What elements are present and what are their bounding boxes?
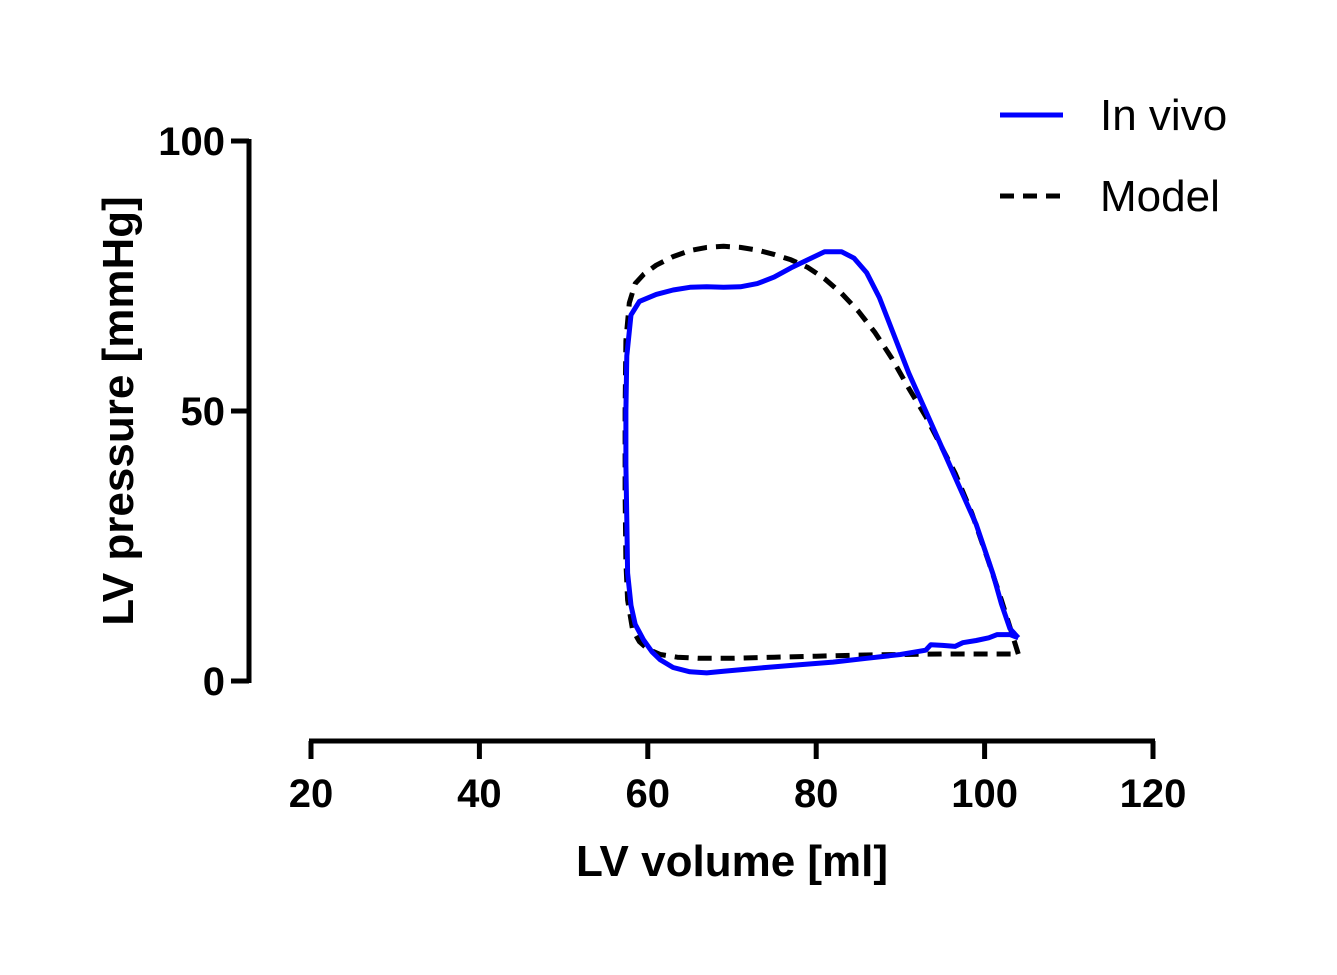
plot-area bbox=[622, 243, 1021, 676]
x-tick-label: 100 bbox=[951, 772, 1018, 816]
y-tick-label: 100 bbox=[158, 120, 225, 164]
axes: 20 40 60 80 100 120 0 50 100 bbox=[158, 120, 1186, 816]
x-tick-label: 40 bbox=[457, 772, 502, 816]
y-tick-label: 0 bbox=[203, 660, 225, 704]
series-line-model bbox=[622, 243, 1021, 661]
x-tick-label: 60 bbox=[626, 772, 671, 816]
series-line-in-vivo bbox=[623, 249, 1021, 676]
legend: In vivo Model bbox=[1000, 91, 1227, 221]
x-axis-title: LV volume [ml] bbox=[576, 837, 888, 886]
y-axis-title: LV pressure [mmHg] bbox=[94, 196, 143, 626]
x-tick-label: 120 bbox=[1120, 772, 1187, 816]
legend-label: Model bbox=[1100, 172, 1220, 221]
x-tick-label: 20 bbox=[289, 772, 334, 816]
legend-label: In vivo bbox=[1100, 91, 1227, 140]
y-tick-label: 50 bbox=[181, 390, 226, 434]
x-tick-label: 80 bbox=[794, 772, 839, 816]
